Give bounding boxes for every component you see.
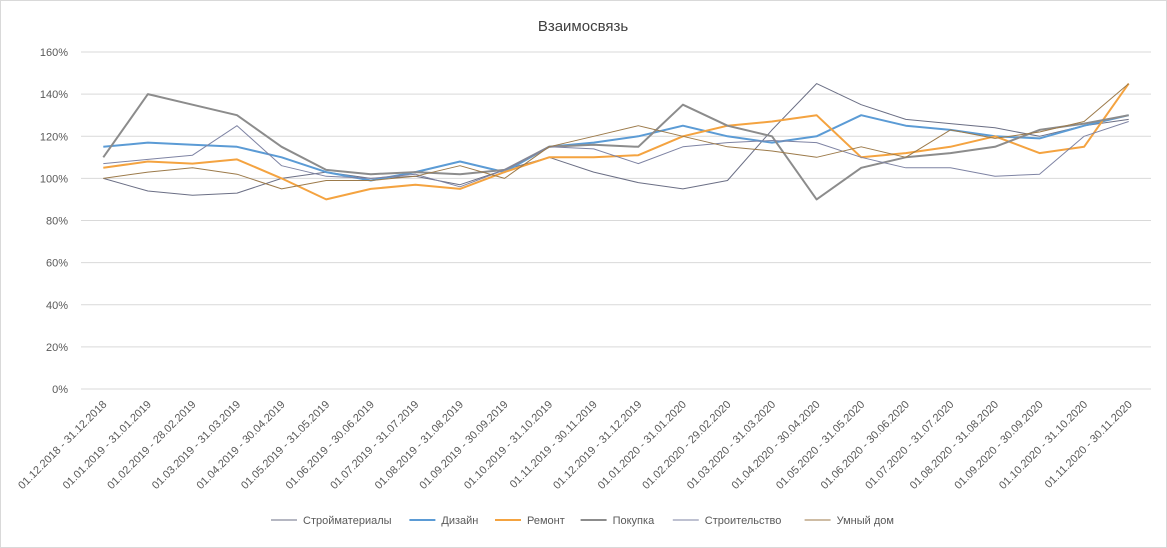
x-tick-label: 01.12.2019 - 31.12.2019 bbox=[551, 399, 644, 492]
y-tick-label: 160% bbox=[40, 47, 68, 59]
x-tick-label: 01.02.2019 - 28.02.2019 bbox=[105, 399, 198, 492]
x-tick-label: 01.04.2019 - 30.04.2019 bbox=[194, 399, 287, 492]
series-line bbox=[103, 83, 1129, 196]
x-tick-label: 01.05.2019 - 31.05.2019 bbox=[239, 399, 332, 492]
grid-layer bbox=[81, 51, 1151, 390]
y-tick-label: 100% bbox=[40, 173, 68, 185]
x-tick-label: 01.06.2019 - 30.06.2019 bbox=[284, 399, 377, 492]
x-tick-label: 01.05.2020 - 31.05.2020 bbox=[774, 399, 867, 492]
x-tick-label: 01.03.2019 - 31.03.2019 bbox=[150, 399, 243, 492]
legend-label: Ремонт bbox=[527, 515, 565, 527]
legend: Стройматериалы Дизайн Ремонт Покупка Строите… bbox=[271, 515, 894, 527]
x-tick-label: 01.12.2018 - 31.12.2018 bbox=[16, 399, 109, 492]
x-tick-label: 01.11.2019 - 30.11.2019 bbox=[508, 399, 600, 491]
y-tick-label: 20% bbox=[46, 342, 68, 354]
x-tick-label: 01.08.2020 - 31.08.2020 bbox=[908, 399, 1001, 492]
series-line bbox=[103, 83, 1130, 190]
x-tick-label: 01.02.2020 - 29.02.2020 bbox=[640, 399, 733, 492]
x-tick-label: 01.01.2019 - 31.01.2019 bbox=[61, 399, 154, 492]
chart-title: Взаимосвязь bbox=[538, 18, 629, 35]
legend-label: Дизайн bbox=[441, 515, 478, 527]
legend-label: Строительство bbox=[705, 515, 782, 527]
y-tick-label: 0% bbox=[52, 384, 68, 396]
series-line bbox=[102, 93, 1129, 201]
y-tick-label: 60% bbox=[46, 258, 68, 270]
x-tick-label: 01.06.2020 - 30.06.2020 bbox=[819, 399, 912, 492]
x-tick-label: 01.09.2019 - 30.09.2019 bbox=[417, 399, 510, 492]
series-line bbox=[103, 114, 1129, 182]
x-tick-label: 01.10.2020 - 31.10.2020 bbox=[997, 399, 1090, 492]
x-tick-label: 01.01.2020 - 31.01.2020 bbox=[596, 399, 689, 492]
legend-label: Покупка bbox=[613, 515, 655, 527]
x-tick-label: 01.09.2020 - 30.09.2020 bbox=[952, 399, 1045, 492]
x-tick-label: 01.03.2020 - 31.03.2020 bbox=[685, 399, 778, 492]
x-tick-label: 01.04.2020 - 30.04.2020 bbox=[729, 399, 822, 492]
series-line bbox=[103, 121, 1129, 188]
x-tick-label: 01.07.2020 - 31.07.2020 bbox=[863, 399, 956, 492]
x-tick-label: 01.10.2019 - 31.10.2019 bbox=[462, 399, 555, 492]
y-tick-label: 80% bbox=[46, 216, 68, 228]
x-tick-label: 01.07.2019 - 31.07.2019 bbox=[328, 399, 421, 492]
legend-label: Умный дом bbox=[837, 515, 894, 527]
y-tick-label: 140% bbox=[40, 89, 68, 101]
legend-label: Стройматериалы bbox=[303, 515, 392, 527]
y-tick-label: 40% bbox=[46, 300, 68, 312]
y-tick-label: 120% bbox=[40, 131, 68, 143]
series-layer bbox=[102, 83, 1130, 201]
x-tick-label: 01.08.2019 - 31.08.2019 bbox=[373, 399, 466, 492]
x-tick-label: 01.11.2020 - 30.11.2020 bbox=[1043, 399, 1135, 491]
y-axis-ticks: 0% 20% 40% 60% 80% 100% 120% 140% 160% bbox=[40, 47, 68, 396]
series-line bbox=[103, 83, 1130, 201]
